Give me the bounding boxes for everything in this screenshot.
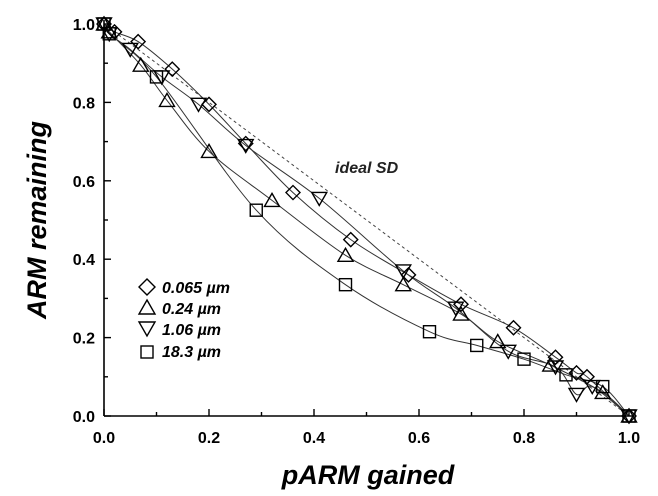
x-axis-title: pARM gained <box>281 460 455 490</box>
x-tick-label: 1.0 <box>618 430 640 447</box>
data-point-triangle-up-6 <box>336 246 355 262</box>
data-markers-group <box>95 15 638 425</box>
data-point-diamond-10 <box>505 319 522 336</box>
legend-diamond-marker <box>138 278 156 296</box>
data-point-square-4 <box>338 277 353 292</box>
data-point-triangle-up-2 <box>132 56 150 72</box>
data-point-diamond-8 <box>400 266 417 283</box>
data-point-square-6 <box>470 338 484 353</box>
data-point-diamond-3 <box>164 61 181 78</box>
x-tick-label: 0.0 <box>93 430 115 447</box>
legend: 0.065 µm 0.24 µm 1.06 µm 18.3 µm <box>137 278 230 361</box>
ideal-sd-annotation: ideal SD <box>335 160 399 177</box>
legend-entry-106: 1.06 µm <box>137 321 221 339</box>
data-point-diamond-7 <box>342 231 359 248</box>
legend-label-0065: 0.065 µm <box>162 280 230 297</box>
legend-entry-183: 18.3 µm <box>140 344 221 361</box>
x-tick-label: 0.6 <box>408 430 430 447</box>
data-point-triangle-down-5 <box>237 138 255 154</box>
data-point-square-5 <box>422 325 437 339</box>
data-point-square-8 <box>559 368 573 382</box>
data-point-triangle-up-1 <box>100 23 118 39</box>
legend-triangle-up-marker <box>137 298 157 315</box>
data-point-triangle-up-7 <box>394 276 412 292</box>
data-point-triangle-up-5 <box>263 191 281 208</box>
axes-group: 0.0 0.2 0.4 0.6 0.8 1.0 0.0 0.2 0.4 0.6 0.8 1.0 <box>73 17 640 447</box>
data-point-square-3 <box>249 203 263 217</box>
legend-triangle-down-marker <box>137 321 157 338</box>
y-tick-label: 1.0 <box>73 17 95 34</box>
y-axis-title: ARM remaining <box>22 120 52 320</box>
data-point-triangle-down-2 <box>121 42 139 58</box>
data-point-triangle-up-10 <box>541 356 559 372</box>
fit-curve-3 <box>103 23 630 417</box>
y-tick-label: 0.4 <box>73 252 95 269</box>
data-point-diamond-2 <box>130 33 147 50</box>
x-tick-label: 0.4 <box>303 430 325 447</box>
data-point-triangle-down-11 <box>567 387 586 403</box>
x-tick-label: 0.2 <box>198 430 220 447</box>
data-point-triangle-down-8 <box>447 301 465 317</box>
legend-label-183: 18.3 µm <box>162 344 221 361</box>
fit-curve-2 <box>103 23 630 417</box>
data-point-triangle-up-4 <box>200 142 218 159</box>
data-point-square-9 <box>596 379 610 394</box>
y-tick-label: 0.2 <box>73 331 95 348</box>
data-point-triangle-up-9 <box>489 333 507 349</box>
legend-entry-0065: 0.065 µm <box>138 278 230 297</box>
data-point-diamond-6 <box>285 184 301 201</box>
ideal-sd-line <box>103 23 630 417</box>
data-point-triangle-down-4 <box>189 97 208 113</box>
y-tick-label: 0.8 <box>73 95 95 112</box>
data-point-triangle-up-3 <box>158 92 176 108</box>
data-point-triangle-down-6 <box>310 191 328 207</box>
legend-label-106: 1.06 µm <box>162 322 221 339</box>
data-point-triangle-down-12 <box>583 379 601 396</box>
y-tick-label: 0.6 <box>73 174 95 191</box>
y-tick-label: 0.0 <box>73 409 95 426</box>
legend-square-marker <box>140 345 154 359</box>
legend-label-024: 0.24 µm <box>162 301 221 318</box>
data-point-triangle-down-10 <box>546 360 565 376</box>
data-point-square-7 <box>517 352 531 366</box>
data-point-diamond-5 <box>237 135 254 152</box>
data-point-diamond-11 <box>547 349 564 366</box>
legend-entry-024: 0.24 µm <box>137 298 221 318</box>
reference-line-group <box>103 23 630 417</box>
data-point-triangle-down-9 <box>499 344 517 360</box>
data-point-triangle-down-7 <box>394 264 412 280</box>
x-tick-label: 0.8 <box>513 430 535 447</box>
data-point-square-2 <box>149 70 164 84</box>
